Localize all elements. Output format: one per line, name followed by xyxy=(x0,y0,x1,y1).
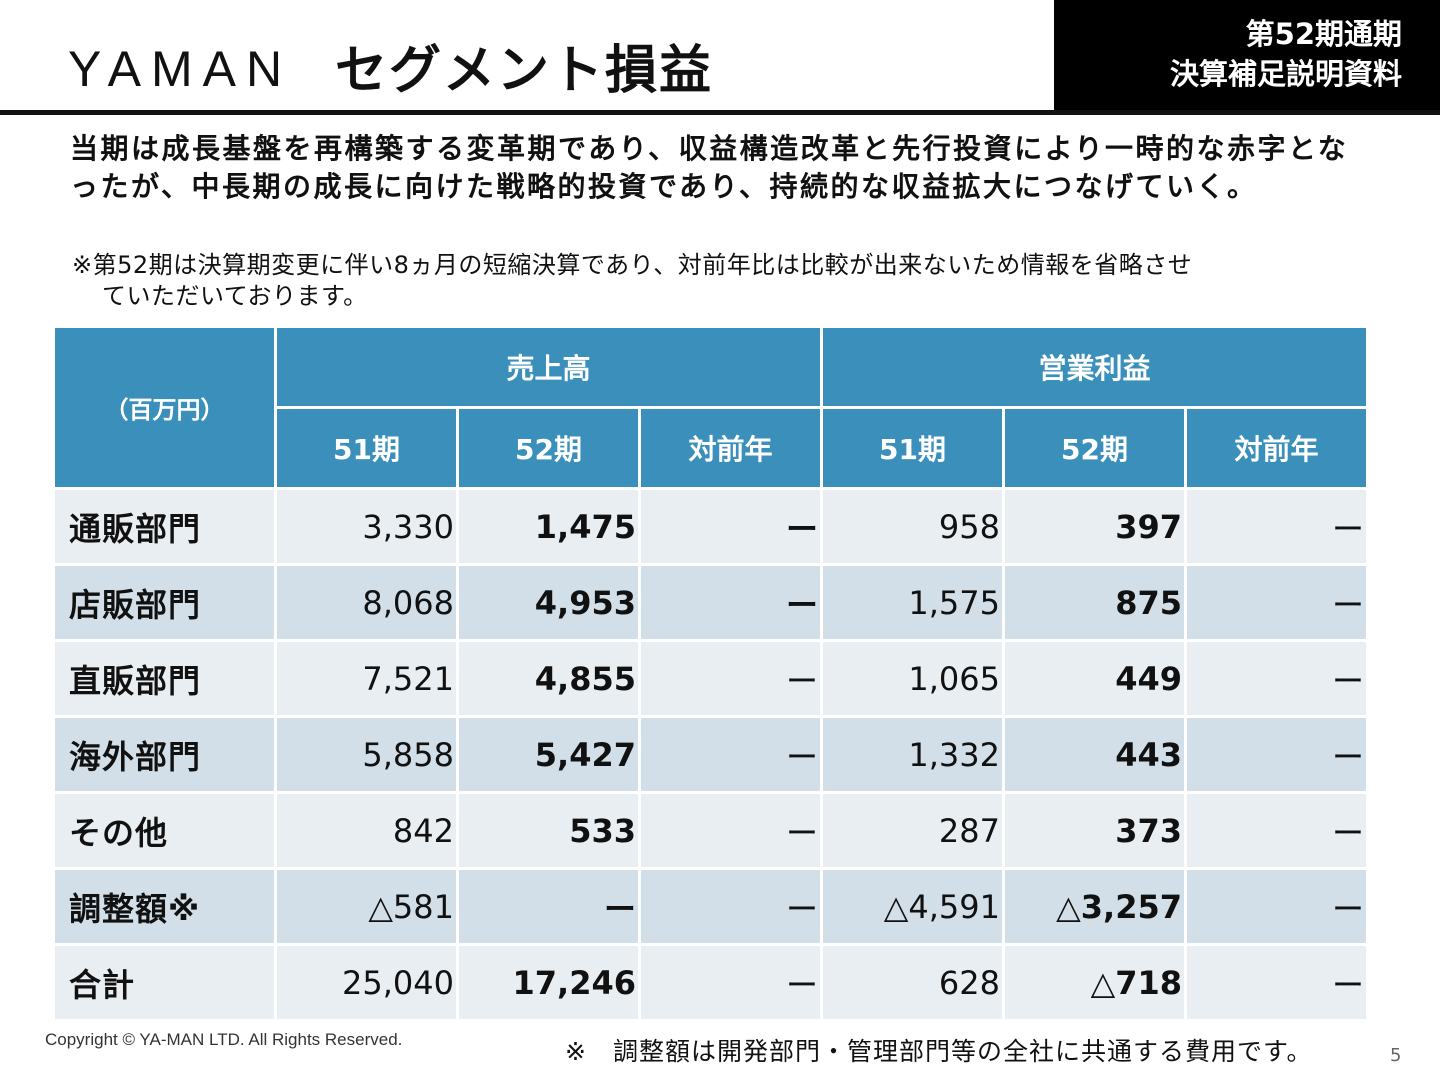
subheader: 対前年 xyxy=(1187,409,1369,490)
table-cell: 1,065 xyxy=(823,642,1005,718)
row-label: 調整額※ xyxy=(55,870,277,946)
subheader: 51期 xyxy=(277,409,459,490)
subheader: 51期 xyxy=(823,409,1005,490)
table-cell: ー xyxy=(1187,566,1369,642)
table-cell: ー xyxy=(1187,718,1369,794)
row-label: 海外部門 xyxy=(55,718,277,794)
table-cell: ー xyxy=(641,794,823,870)
row-label: 店販部門 xyxy=(55,566,277,642)
table-cell: ー xyxy=(641,946,823,1022)
page-number: 5 xyxy=(1390,1045,1402,1066)
row-label: その他 xyxy=(55,794,277,870)
table-cell: 4,855 xyxy=(459,642,641,718)
row-label: 合計 xyxy=(55,946,277,1022)
note-line1: ※第52期は決算期変更に伴い8ヵ月の短縮決算であり、対前年比は比較が出来ないため… xyxy=(72,251,1193,279)
table-cell: ー xyxy=(641,870,823,946)
subheader: 52期 xyxy=(459,409,641,490)
subheader: 対前年 xyxy=(641,409,823,490)
table-cell: ー xyxy=(1187,794,1369,870)
table-cell: △718 xyxy=(1005,946,1187,1022)
table-cell: 1,332 xyxy=(823,718,1005,794)
unit-header: （百万円） xyxy=(55,328,277,490)
table-cell: 628 xyxy=(823,946,1005,1022)
table-cell: 842 xyxy=(277,794,459,870)
table-cell: 17,246 xyxy=(459,946,641,1022)
table-cell: ー xyxy=(459,870,641,946)
group-header-operating-profit: 営業利益 xyxy=(823,328,1369,409)
footnote: ※ 調整額は開発部門・管理部門等の全社に共通する費用です。 xyxy=(565,1037,1313,1066)
subheader: 52期 xyxy=(1005,409,1187,490)
table-cell: 5,427 xyxy=(459,718,641,794)
group-header-sales: 売上高 xyxy=(277,328,823,409)
table-cell: 1,575 xyxy=(823,566,1005,642)
table-row: 合計 25,040 17,246 ー 628 △718 ー xyxy=(55,946,1369,1022)
table-cell: ー xyxy=(1187,642,1369,718)
table-cell: 397 xyxy=(1005,490,1187,566)
table-cell: ー xyxy=(1187,946,1369,1022)
badge-line2: 決算補足説明資料 xyxy=(1169,57,1402,91)
table-row: 通販部門 3,330 1,475 ー 958 397 ー xyxy=(55,490,1369,566)
table-cell: 5,858 xyxy=(277,718,459,794)
header-divider xyxy=(0,110,1440,115)
table-cell: ー xyxy=(1187,870,1369,946)
table-cell: ー xyxy=(641,642,823,718)
table-row: 店販部門 8,068 4,953 ー 1,575 875 ー xyxy=(55,566,1369,642)
table-cell: 443 xyxy=(1005,718,1187,794)
note-line2: ていただいております。 xyxy=(102,282,368,310)
note-text: ※第52期は決算期変更に伴い8ヵ月の短縮決算であり、対前年比は比較が出来ないため… xyxy=(72,250,1362,312)
table-row: 海外部門 5,858 5,427 ー 1,332 443 ー xyxy=(55,718,1369,794)
table-cell: 373 xyxy=(1005,794,1187,870)
table-cell: ー xyxy=(641,718,823,794)
table-cell: ー xyxy=(641,490,823,566)
table-row: 調整額※ △581 ーー △4,591 △3,257 ー xyxy=(55,870,1369,946)
table-cell: 533 xyxy=(459,794,641,870)
table-cell: 8,068 xyxy=(277,566,459,642)
table-cell: 1,475 xyxy=(459,490,641,566)
table-cell: 25,040 xyxy=(277,946,459,1022)
table-cell: 3,330 xyxy=(277,490,459,566)
table-cell: 4,953 xyxy=(459,566,641,642)
table-cell: 875 xyxy=(1005,566,1187,642)
table-cell: 958 xyxy=(823,490,1005,566)
table-cell: 7,521 xyxy=(277,642,459,718)
lead-text: 当期は成長基盤を再構築する変革期であり、収益構造改革と先行投資により一時的な赤字… xyxy=(70,132,1349,203)
table-row: その他 842 533 ー 287 373 ー xyxy=(55,794,1369,870)
row-label: 直販部門 xyxy=(55,642,277,718)
page-title: セグメント損益 xyxy=(335,41,714,101)
badge-line1: 第52期通期 xyxy=(1245,17,1402,51)
table-row: 直販部門 7,521 4,855 ー 1,065 449 ー xyxy=(55,642,1369,718)
table-cell: ー xyxy=(641,566,823,642)
yaman-logo: YAMAN xyxy=(68,41,293,97)
table-cell: △3,257 xyxy=(1005,870,1187,946)
table-cell: △581 xyxy=(277,870,459,946)
table-cell: ー xyxy=(1187,490,1369,566)
table-cell: △4,591 xyxy=(823,870,1005,946)
segment-table: （百万円） 売上高 営業利益 51期 52期 対前年 51期 52期 対前年 通販部門 3,… xyxy=(55,328,1369,1022)
copyright: Copyright © YA-MAN LTD. All Rights Reser… xyxy=(45,1030,403,1049)
table-cell: 449 xyxy=(1005,642,1187,718)
document-badge: 第52期通期 決算補足説明資料 xyxy=(1054,0,1440,112)
table-cell: 287 xyxy=(823,794,1005,870)
row-label: 通販部門 xyxy=(55,490,277,566)
